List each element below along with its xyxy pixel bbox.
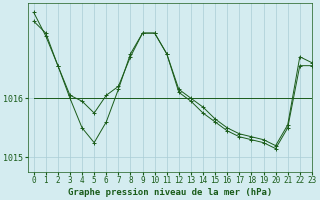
X-axis label: Graphe pression niveau de la mer (hPa): Graphe pression niveau de la mer (hPa) [68, 188, 272, 197]
